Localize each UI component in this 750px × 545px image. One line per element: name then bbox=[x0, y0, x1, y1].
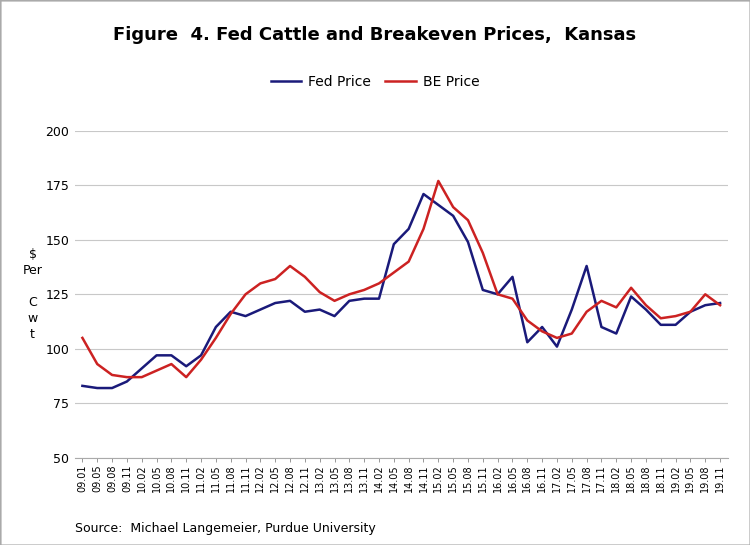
BE Price bbox=[300, 274, 309, 280]
BE Price bbox=[686, 308, 695, 315]
Fed Price bbox=[671, 322, 680, 328]
BE Price bbox=[626, 284, 635, 291]
Fed Price bbox=[700, 302, 709, 308]
Fed Price bbox=[122, 378, 131, 385]
Fed Price bbox=[404, 226, 413, 232]
BE Price bbox=[389, 269, 398, 276]
Fed Price bbox=[345, 298, 354, 304]
BE Price bbox=[671, 313, 680, 319]
BE Price bbox=[345, 291, 354, 298]
Fed Price bbox=[167, 352, 176, 359]
BE Price bbox=[137, 374, 146, 380]
BE Price bbox=[315, 289, 324, 295]
BE Price bbox=[700, 291, 709, 298]
BE Price bbox=[641, 302, 650, 308]
Fed Price bbox=[626, 293, 635, 300]
BE Price bbox=[226, 311, 236, 317]
Fed Price bbox=[360, 295, 369, 302]
Fed Price bbox=[256, 306, 265, 313]
Fed Price bbox=[226, 308, 236, 315]
Fed Price bbox=[597, 324, 606, 330]
BE Price bbox=[538, 328, 547, 335]
BE Price bbox=[567, 330, 576, 337]
BE Price bbox=[478, 250, 488, 256]
Fed Price bbox=[553, 343, 562, 350]
Fed Price bbox=[389, 241, 398, 247]
Fed Price bbox=[241, 313, 250, 319]
BE Price bbox=[360, 287, 369, 293]
Fed Price bbox=[93, 385, 102, 391]
Text: Figure  4. Fed Cattle and Breakeven Prices,  Kansas: Figure 4. Fed Cattle and Breakeven Price… bbox=[113, 26, 637, 45]
Fed Price bbox=[196, 352, 206, 359]
Fed Price bbox=[538, 324, 547, 330]
Fed Price bbox=[107, 385, 116, 391]
BE Price bbox=[286, 263, 295, 269]
Fed Price bbox=[211, 324, 220, 330]
Fed Price bbox=[182, 363, 190, 370]
Fed Price bbox=[330, 313, 339, 319]
Text: Source:  Michael Langemeier, Purdue University: Source: Michael Langemeier, Purdue Unive… bbox=[75, 522, 376, 535]
BE Price bbox=[419, 226, 428, 232]
Fed Price bbox=[374, 295, 383, 302]
BE Price bbox=[330, 298, 339, 304]
Fed Price bbox=[152, 352, 161, 359]
BE Price bbox=[182, 374, 190, 380]
BE Price bbox=[404, 258, 413, 265]
Fed Price bbox=[656, 322, 665, 328]
Fed Price bbox=[686, 308, 695, 315]
Fed Price bbox=[716, 300, 724, 306]
BE Price bbox=[167, 361, 176, 367]
Fed Price bbox=[641, 306, 650, 313]
BE Price bbox=[78, 335, 87, 341]
BE Price bbox=[107, 372, 116, 378]
Line: BE Price: BE Price bbox=[82, 181, 720, 377]
Legend: Fed Price, BE Price: Fed Price, BE Price bbox=[266, 70, 484, 95]
Line: Fed Price: Fed Price bbox=[82, 194, 720, 388]
BE Price bbox=[597, 298, 606, 304]
Fed Price bbox=[300, 308, 309, 315]
BE Price bbox=[582, 308, 591, 315]
Fed Price bbox=[567, 306, 576, 313]
BE Price bbox=[553, 335, 562, 341]
BE Price bbox=[271, 276, 280, 282]
Fed Price bbox=[271, 300, 280, 306]
BE Price bbox=[211, 335, 220, 341]
Fed Price bbox=[464, 239, 472, 245]
Fed Price bbox=[508, 274, 517, 280]
Fed Price bbox=[137, 365, 146, 372]
Fed Price bbox=[612, 330, 621, 337]
Fed Price bbox=[448, 213, 458, 219]
BE Price bbox=[241, 291, 250, 298]
Fed Price bbox=[478, 287, 488, 293]
BE Price bbox=[196, 356, 206, 363]
Fed Price bbox=[419, 191, 428, 197]
BE Price bbox=[122, 374, 131, 380]
BE Price bbox=[152, 367, 161, 374]
Fed Price bbox=[433, 202, 442, 208]
BE Price bbox=[374, 280, 383, 287]
Text: $
Per

C
w
t: $ Per C w t bbox=[22, 248, 43, 341]
BE Price bbox=[433, 178, 442, 184]
BE Price bbox=[716, 302, 724, 308]
BE Price bbox=[656, 315, 665, 322]
Fed Price bbox=[494, 291, 502, 298]
Fed Price bbox=[582, 263, 591, 269]
Fed Price bbox=[315, 306, 324, 313]
BE Price bbox=[448, 204, 458, 210]
BE Price bbox=[256, 280, 265, 287]
Fed Price bbox=[523, 339, 532, 346]
BE Price bbox=[508, 295, 517, 302]
BE Price bbox=[612, 304, 621, 311]
BE Price bbox=[464, 217, 472, 223]
BE Price bbox=[494, 291, 502, 298]
Fed Price bbox=[78, 383, 87, 389]
BE Price bbox=[523, 317, 532, 324]
Fed Price bbox=[286, 298, 295, 304]
BE Price bbox=[93, 361, 102, 367]
